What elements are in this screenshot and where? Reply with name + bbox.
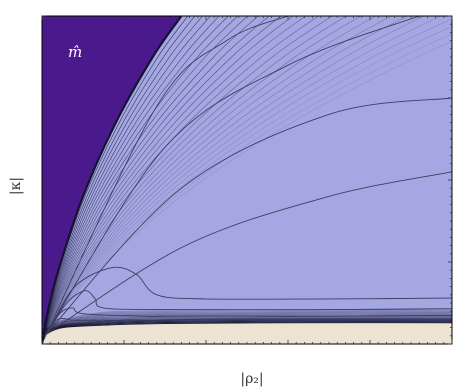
contour-line: [45, 16, 289, 335]
dense-bottom-contour: [45, 322, 452, 335]
dense-bottom-contour: [45, 313, 452, 331]
contour-line: [47, 318, 452, 333]
dense-left-contour: [42, 16, 347, 344]
dense-bottom-contour: [45, 312, 452, 331]
x-ticks: [41, 16, 453, 344]
dense-bottom-contour: [45, 310, 452, 330]
upper-left-region: [42, 16, 182, 344]
contour-line: [47, 290, 452, 332]
fan-contours: [45, 16, 452, 335]
dense-bottom-contour: [45, 320, 452, 334]
dense-left-contour: [42, 16, 293, 344]
y-axis-label: |κ|: [8, 177, 24, 195]
dense-left-contour: [42, 16, 376, 344]
dense-left-contour: [42, 16, 270, 344]
contour-line: [45, 16, 420, 335]
dense-left-contour: [42, 16, 306, 344]
bottom-region: [42, 322, 452, 344]
dense-left-contour: [42, 16, 259, 344]
dense-left-contour: [42, 16, 238, 344]
dense-left-contour: [42, 16, 248, 344]
dense-bottom-contour: [45, 311, 452, 330]
dense-left-edge: [42, 16, 452, 344]
dense-left-contour: [42, 16, 220, 344]
dense-left-contour: [42, 40, 452, 344]
dense-bottom-contour: [45, 316, 452, 332]
dense-left-contour: [42, 16, 281, 344]
dense-bottom-contour: [45, 317, 452, 333]
dense-left-contour: [42, 16, 319, 344]
x-axis-label: |ρ₂|: [240, 371, 263, 387]
contour-line: [45, 171, 452, 335]
m-hat-annotation: m̂: [68, 43, 82, 61]
contour-line: [47, 307, 452, 332]
dense-bottom-contour: [45, 321, 452, 335]
y-ticks: [42, 15, 452, 345]
contour-line: [47, 266, 452, 332]
dense-left-contour: [42, 16, 361, 344]
left-boundary-line: [42, 16, 183, 344]
contour-line: [45, 97, 452, 335]
dense-left-contour: [42, 16, 229, 344]
dense-left-contour: [42, 16, 424, 344]
